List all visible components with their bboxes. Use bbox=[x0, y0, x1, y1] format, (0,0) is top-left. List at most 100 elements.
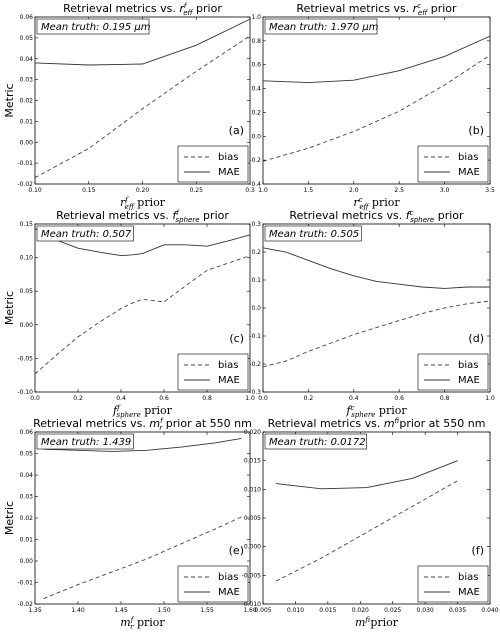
y-tick-label: -0.1 bbox=[249, 333, 261, 340]
mae-line bbox=[275, 460, 458, 490]
y-tick-label: -0.05 bbox=[17, 355, 33, 362]
x-tick-label: 1.60 bbox=[243, 607, 257, 614]
y-tick-label: -0.010 bbox=[242, 601, 262, 608]
y-tick-label: 0.03 bbox=[20, 77, 34, 84]
x-tick-label: 2.5 bbox=[394, 187, 404, 194]
panel-label: (d) bbox=[468, 332, 484, 345]
y-tick-label: 0.0 bbox=[251, 133, 261, 140]
y-tick-label: 0.6 bbox=[251, 62, 261, 69]
chart-title: Retrieval metrics vs. fc sphere prior bbox=[289, 209, 464, 224]
x-tick-label: 0.25 bbox=[190, 187, 204, 194]
x-tick-label: 1.0 bbox=[245, 395, 255, 402]
y-tick-label: -0.01 bbox=[17, 160, 33, 167]
legend-bias-label: bias bbox=[458, 360, 478, 371]
chart-title: Retrieval metrics vs. mf r prior at 550 n… bbox=[33, 417, 252, 432]
x-tick-label: 0.10 bbox=[28, 187, 42, 194]
x-tick-label: 1.0 bbox=[258, 187, 268, 194]
mean-truth-annotation: Mean truth: 1.970 μm bbox=[269, 22, 379, 33]
x-tick-label: 0.6 bbox=[159, 395, 169, 402]
x-tick-label: 0.4 bbox=[116, 395, 126, 402]
mean-truth-annotation: Mean truth: 0.507 bbox=[41, 229, 132, 240]
y-tick-label: 0.015 bbox=[244, 458, 261, 465]
annotation-box bbox=[36, 18, 150, 35]
y-tick-label: 0.02 bbox=[20, 515, 34, 522]
chart-panel: Retrieval metrics vs. fc sphere prior -0.3… bbox=[249, 209, 495, 419]
chart-title: Retrieval metrics vs. rf eff prior bbox=[63, 2, 222, 17]
plot-frame bbox=[34, 223, 251, 393]
x-tick-label: 1.0 bbox=[485, 395, 495, 402]
x-tick-label: 0.4 bbox=[349, 395, 359, 402]
bias-line bbox=[43, 516, 242, 600]
y-tick-label: 0.04 bbox=[20, 472, 34, 479]
x-tick-label: 0.8 bbox=[202, 395, 212, 402]
legend-bias-label: bias bbox=[458, 152, 478, 163]
legend-box bbox=[417, 353, 489, 391]
y-tick-label: 0.0 bbox=[251, 305, 261, 312]
mae-line bbox=[34, 18, 251, 66]
legend-box bbox=[177, 145, 249, 183]
legend-mae-label: MAE bbox=[458, 375, 480, 386]
chart-panel: Retrieval metrics vs. rf eff prior -0.02 -0… bbox=[17, 2, 254, 211]
plot-frame bbox=[262, 16, 491, 185]
mean-truth-annotation: Mean truth: 0.505 bbox=[269, 229, 359, 240]
x-tick-label: 0.015 bbox=[319, 607, 336, 614]
x-tick-label: 0.020 bbox=[352, 607, 369, 614]
y-tick-label: -0.02 bbox=[17, 601, 33, 608]
y-tick-label: 0.06 bbox=[20, 429, 34, 436]
mean-truth-annotation: Mean truth: 0.0172 bbox=[269, 437, 366, 448]
y-tick-label: 0.005 bbox=[244, 515, 261, 522]
chart-title: Retrieval metrics vs. rc eff prior bbox=[296, 2, 457, 17]
legend-box bbox=[417, 565, 489, 603]
bias-line bbox=[34, 255, 251, 375]
y-tick-label: -0.2 bbox=[249, 157, 261, 164]
bias-line bbox=[262, 300, 491, 368]
mean-truth-annotation: Mean truth: 1.439 bbox=[41, 437, 131, 448]
x-tick-label: 0.2 bbox=[304, 395, 314, 402]
x-tick-label: 1.5 bbox=[304, 187, 314, 194]
y-tick-label: -0.01 bbox=[17, 580, 33, 587]
x-axis-label: mfi prior bbox=[355, 616, 399, 629]
x-tick-label: 2.0 bbox=[349, 187, 359, 194]
y-axis-label: Metric bbox=[3, 291, 16, 325]
x-tick-label: 0.6 bbox=[394, 395, 404, 402]
mae-line bbox=[262, 247, 490, 289]
y-tick-label: 0.3 bbox=[251, 221, 261, 228]
y-tick-label: 0.2 bbox=[251, 249, 261, 256]
chart-panel: Retrieval metrics vs. ff sphere prior -0.1… bbox=[17, 209, 254, 419]
y-tick-label: 0.01 bbox=[20, 118, 34, 125]
y-axis-label: Metric bbox=[3, 501, 16, 535]
annotation-box bbox=[264, 225, 362, 242]
chart-title: Retrieval metrics vs. ff sphere prior bbox=[56, 209, 229, 224]
x-tick-label: 1.40 bbox=[71, 607, 85, 614]
y-axis-label: Metric bbox=[3, 83, 16, 117]
x-tick-label: 0.15 bbox=[82, 187, 96, 194]
x-tick-label: 0.030 bbox=[417, 607, 434, 614]
legend-mae-label: MAE bbox=[218, 167, 240, 178]
y-tick-label: 0.03 bbox=[20, 494, 34, 501]
x-tick-label: 0.005 bbox=[254, 607, 271, 614]
chart-panel: Retrieval metrics vs. rc eff prior -0.4 -0.… bbox=[249, 2, 495, 211]
x-tick-label: 0.8 bbox=[440, 395, 450, 402]
y-tick-label: 0.15 bbox=[20, 221, 34, 228]
legend-box bbox=[417, 145, 489, 183]
x-axis-label: rc eff prior bbox=[353, 196, 400, 211]
legend-bias-label: bias bbox=[218, 572, 238, 583]
x-tick-label: 0.2 bbox=[73, 395, 83, 402]
y-tick-label: 0.000 bbox=[244, 544, 261, 551]
y-tick-label: -0.2 bbox=[249, 361, 261, 368]
mae-line bbox=[43, 437, 242, 452]
bias-line bbox=[34, 35, 251, 179]
mean-truth-annotation: Mean truth: 0.195 μm bbox=[41, 22, 151, 33]
y-tick-label: 0.10 bbox=[20, 255, 34, 262]
mae-line bbox=[262, 35, 491, 84]
annotation-box bbox=[264, 18, 378, 35]
y-tick-label: 0.05 bbox=[20, 288, 34, 295]
chart-panel: Retrieval metrics vs. mfi prior at 550 n… bbox=[242, 417, 499, 629]
y-tick-label: -0.3 bbox=[249, 389, 261, 396]
annotation-box bbox=[264, 433, 367, 450]
x-tick-label: 1.35 bbox=[28, 607, 42, 614]
x-tick-label: 0.0 bbox=[30, 395, 40, 402]
y-tick-label: 1.0 bbox=[251, 14, 261, 21]
legend-mae-label: MAE bbox=[218, 375, 240, 386]
